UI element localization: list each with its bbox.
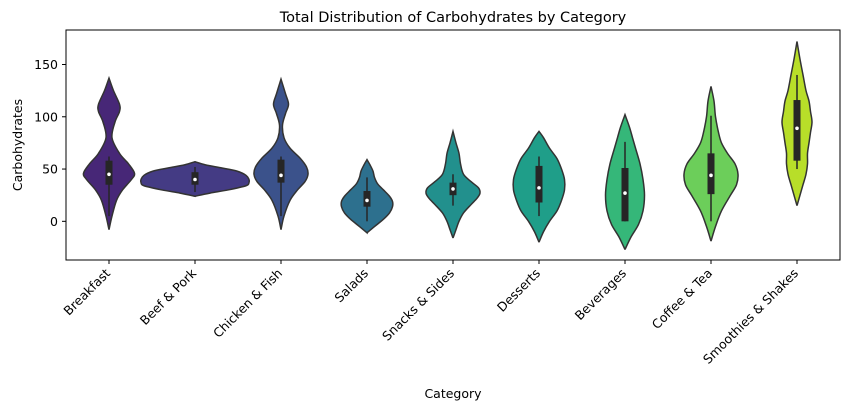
violin-median-4 bbox=[451, 187, 455, 191]
x-tick-label-2: Chicken & Fish bbox=[210, 266, 285, 341]
y-tick-label-0: 0 bbox=[50, 214, 58, 229]
x-tick-label-6: Beverages bbox=[572, 266, 629, 323]
y-axis-label: Carbohydrates bbox=[10, 99, 25, 191]
x-tick-label-1: Beef & Pork bbox=[137, 265, 200, 328]
x-axis: Breakfast Beef & Pork Chicken & Fish Salads… bbox=[60, 260, 801, 367]
x-tick-label-3: Salads bbox=[331, 266, 371, 306]
violin-median-1 bbox=[193, 177, 197, 182]
x-tick-label-5: Desserts bbox=[494, 266, 543, 315]
violins-group bbox=[82, 41, 813, 250]
violin-iqr-box-5 bbox=[535, 165, 543, 203]
x-tick-label-7: Coffee & Tea bbox=[649, 266, 715, 332]
y-tick-label-1: 50 bbox=[42, 162, 58, 177]
violin-median-3 bbox=[365, 198, 369, 203]
x-tick-label-4: Snacks & Sides bbox=[379, 266, 457, 344]
violin-iqr-box-8 bbox=[793, 100, 801, 161]
x-tick-label-8: Smoothies & Shakes bbox=[700, 266, 801, 367]
violin-2 bbox=[253, 76, 309, 230]
violin-median-7 bbox=[709, 173, 713, 178]
violin-median-5 bbox=[537, 186, 541, 190]
violin-median-8 bbox=[795, 126, 799, 131]
violin-median-6 bbox=[623, 191, 627, 195]
y-axis: 0 50 100 150 bbox=[34, 57, 66, 229]
chart-title: Total Distribution of Carbohydrates by C… bbox=[279, 10, 627, 26]
violin-iqr-box-2 bbox=[277, 159, 285, 183]
violin-median-2 bbox=[279, 173, 283, 178]
violin-0 bbox=[82, 75, 136, 230]
y-tick-label-3: 150 bbox=[34, 57, 58, 72]
violin-median-0 bbox=[107, 172, 111, 177]
y-tick-label-2: 100 bbox=[34, 109, 58, 124]
x-tick-label-0: Breakfast bbox=[60, 265, 113, 318]
x-axis-label: Category bbox=[424, 386, 482, 401]
